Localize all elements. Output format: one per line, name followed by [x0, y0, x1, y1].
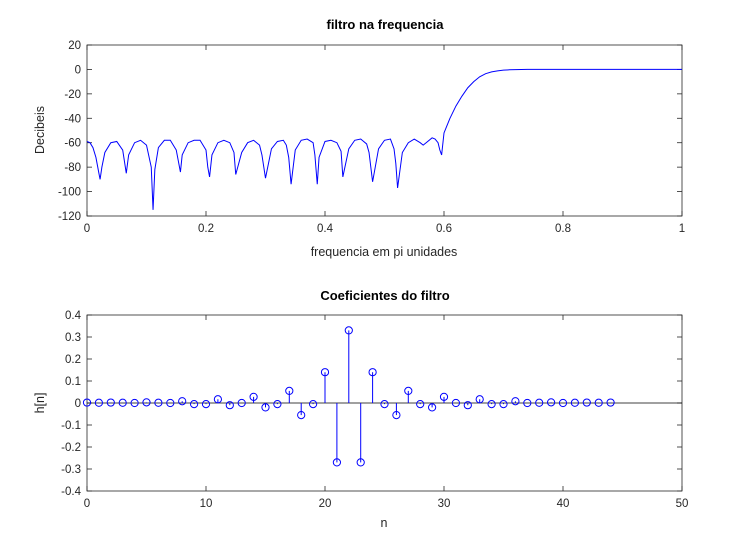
chart1-series-line [86, 68, 682, 210]
chart2-x-label: n [381, 516, 388, 530]
x-tick-label: 0 [84, 223, 90, 235]
stem-marker [404, 386, 413, 395]
y-tick-label: 20 [68, 40, 81, 52]
stem-marker [499, 400, 508, 409]
stem-marker [320, 368, 330, 377]
stem-marker [166, 398, 175, 408]
stem-marker [154, 398, 163, 407]
stem-marker [142, 398, 151, 407]
stem-marker [582, 398, 591, 407]
stem-marker [451, 398, 460, 408]
stem-marker [332, 458, 341, 467]
y-tick-label: -60 [64, 138, 81, 150]
y-tick-label: -80 [64, 162, 81, 174]
chart2-x-ticks: 0 10 20 30 40 50 [84, 315, 689, 510]
y-tick-label: -100 [58, 187, 81, 199]
chart1-y-label: Decibeis [33, 106, 47, 154]
stem-marker [106, 398, 115, 407]
stem-marker [237, 398, 246, 408]
stem-marker [344, 326, 353, 335]
stem-marker [82, 398, 92, 407]
stem-marker [130, 398, 139, 408]
y-tick-label: 0.4 [65, 310, 82, 322]
stem-marker [487, 400, 496, 409]
stem-marker [225, 401, 234, 410]
chart1-plot-area [86, 44, 683, 217]
frequency-response-chart: filtro na frequencia 20 0 -20 -40 -60 -80 -100… [33, 17, 685, 259]
x-tick-label: 50 [676, 498, 689, 510]
chart2-y-ticks: 0.4 0.3 0.2 0.1 0 -0.1 -0.2 -0.3 -0.4 [61, 310, 682, 498]
chart1-x-label: frequencia em pi unidades [311, 245, 458, 259]
stem-marker [178, 397, 187, 406]
chart1-title: filtro na frequencia [326, 17, 444, 32]
y-tick-label: -0.4 [61, 486, 81, 498]
x-tick-label: 30 [438, 498, 451, 510]
stem-marker [570, 398, 580, 407]
y-tick-label: -0.2 [61, 442, 81, 454]
stem-marker [392, 411, 401, 420]
stem-marker [547, 398, 556, 407]
chart2-stems [82, 326, 615, 467]
chart1-x-ticks: 0 0.2 0.4 0.6 0.8 1 [84, 45, 685, 235]
stem-marker [213, 395, 222, 404]
y-tick-label: -0.3 [61, 464, 81, 476]
x-tick-label: 0.2 [198, 223, 214, 235]
stem-marker [558, 398, 568, 408]
y-tick-label: 0 [75, 64, 81, 76]
stem-marker [594, 398, 603, 407]
stem-marker [475, 395, 484, 404]
stem-marker [416, 400, 425, 409]
stem-marker [285, 386, 294, 395]
stem-marker [261, 403, 270, 412]
stem-marker [309, 400, 318, 409]
stem-marker [118, 398, 127, 407]
x-tick-label: 0.6 [436, 223, 452, 235]
y-tick-label: -120 [58, 211, 81, 223]
x-tick-label: 40 [557, 498, 570, 510]
y-tick-label: -0.1 [61, 420, 81, 432]
stem-marker [356, 458, 365, 467]
x-tick-label: 0.8 [555, 223, 571, 235]
x-tick-label: 20 [319, 498, 332, 510]
stem-marker [273, 400, 282, 409]
x-tick-label: 0.4 [317, 223, 334, 235]
stem-marker [463, 401, 472, 410]
stem-marker [297, 411, 306, 420]
stem-marker [511, 397, 520, 406]
x-tick-label: 1 [679, 223, 685, 235]
chart2-y-label: h[n] [33, 393, 47, 414]
stem-marker [94, 398, 104, 407]
y-tick-label: -40 [64, 113, 81, 125]
stem-marker [249, 392, 258, 401]
y-tick-label: 0 [75, 398, 81, 410]
stem-marker [368, 368, 377, 377]
y-tick-label: 0.3 [65, 332, 81, 344]
stem-marker [535, 398, 544, 407]
stem-marker [190, 400, 199, 409]
stem-marker [380, 400, 389, 409]
coefficients-chart: Coeficientes do filtro 0.4 0.3 0.2 0.1 0 -0.1… [33, 288, 688, 530]
stem-marker [201, 400, 211, 409]
stem-marker [523, 398, 532, 408]
chart1-y-ticks: 20 0 -20 -40 -60 -80 -100 -120 [58, 40, 682, 223]
x-tick-label: 10 [200, 498, 213, 510]
stem-marker [428, 403, 437, 412]
y-tick-label: 0.2 [65, 354, 81, 366]
y-tick-label: -20 [64, 89, 81, 101]
chart2-title: Coeficientes do filtro [320, 288, 449, 303]
y-tick-label: 0.1 [65, 376, 81, 388]
stem-marker [606, 398, 615, 407]
stem-marker [439, 392, 449, 401]
x-tick-label: 0 [84, 498, 90, 510]
